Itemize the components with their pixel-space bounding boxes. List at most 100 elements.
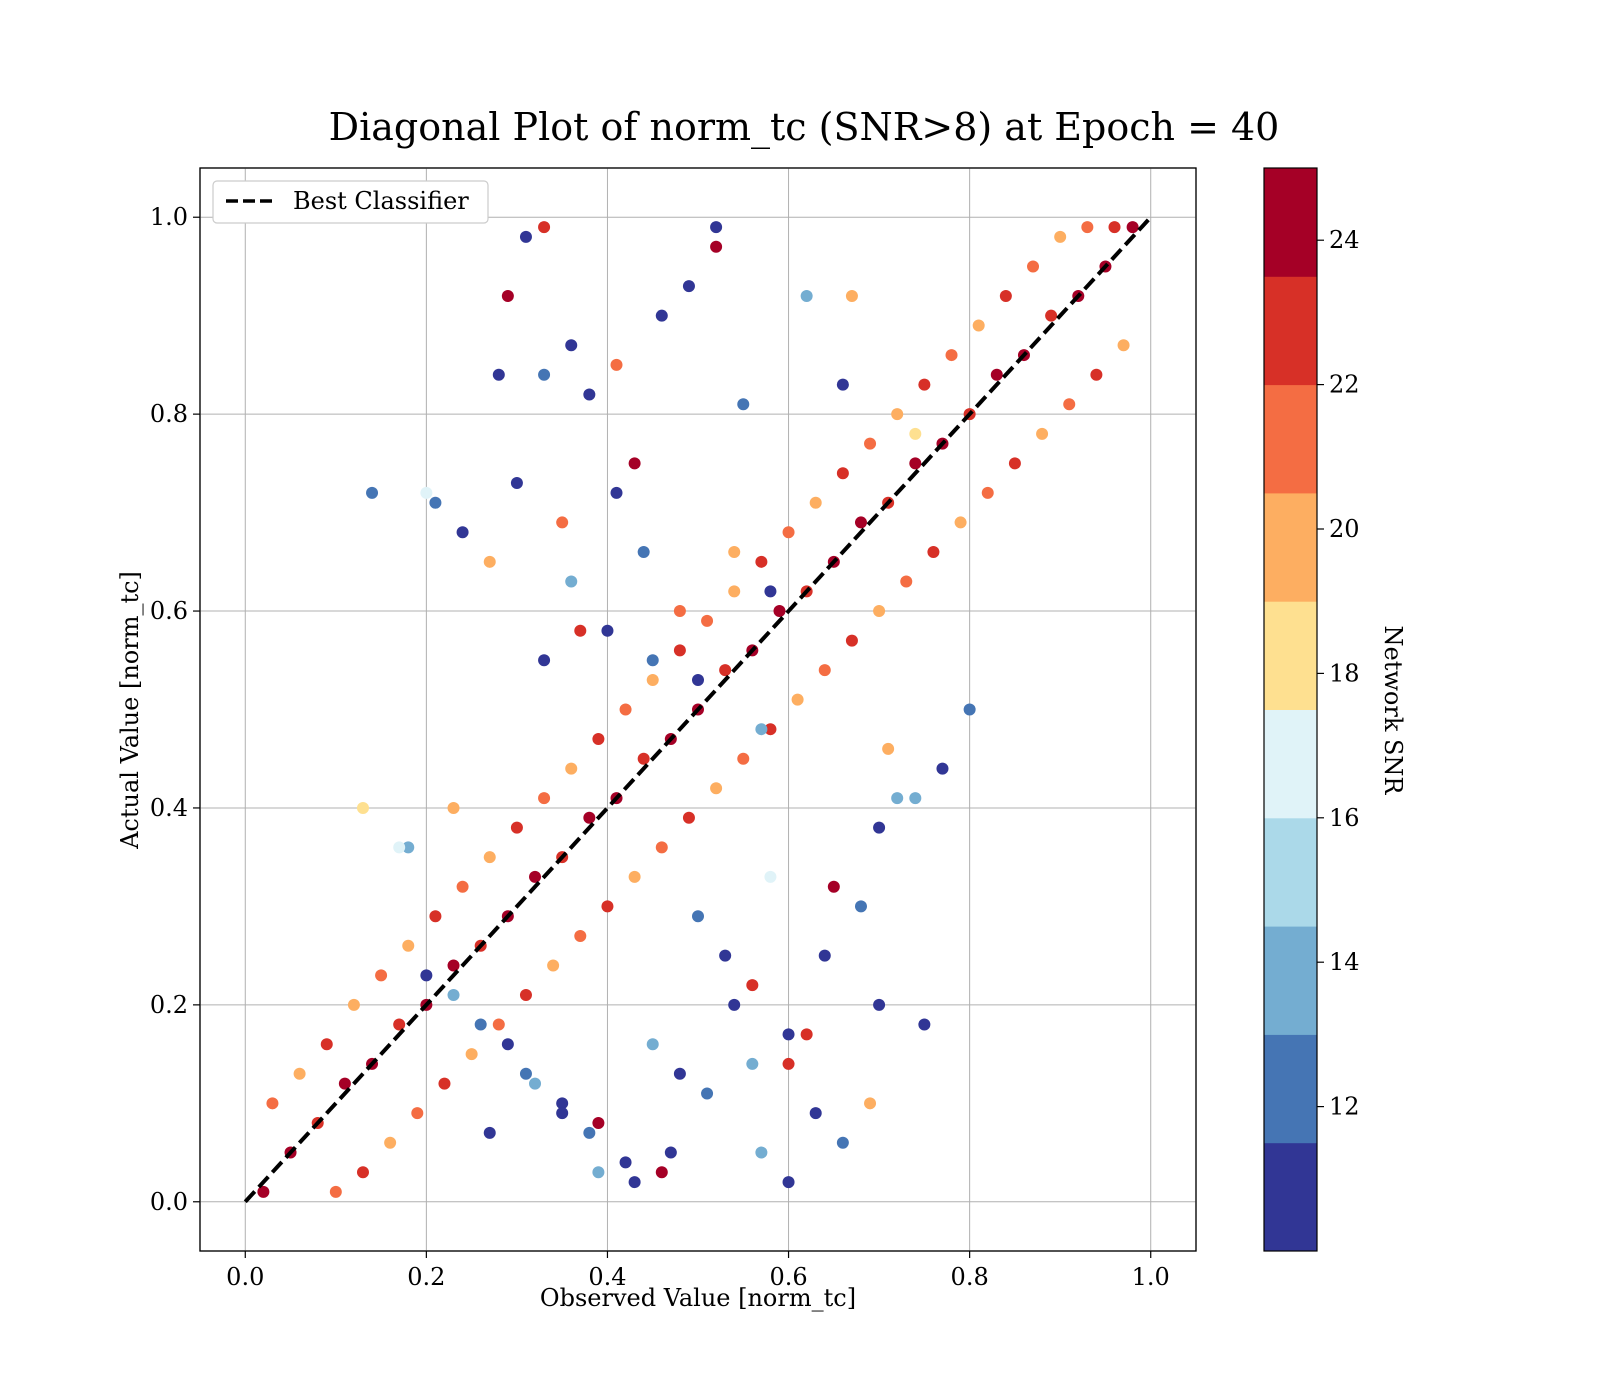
colorbar-tick-label: 20 xyxy=(1329,515,1360,543)
scatter-point xyxy=(818,664,831,677)
scatter-point xyxy=(836,378,849,391)
scatter-point xyxy=(474,1018,487,1031)
scatter-point xyxy=(918,1018,931,1031)
scatter-point xyxy=(519,230,532,243)
y-axis-label: Actual Value [norm_tc] xyxy=(116,571,144,850)
scatter-point xyxy=(764,870,777,883)
scatter-point xyxy=(909,457,922,470)
scatter-point xyxy=(692,673,704,686)
y-tick-label: 0.6 xyxy=(150,597,188,625)
scatter-point xyxy=(800,1028,813,1041)
scatter-point xyxy=(565,339,578,352)
scatter-point xyxy=(800,289,813,302)
scatter-point xyxy=(972,319,985,332)
scatter-point xyxy=(438,1077,451,1090)
x-tick-label: 1.0 xyxy=(1132,1263,1170,1291)
scatter-point xyxy=(592,733,605,746)
scatter-point xyxy=(338,1077,351,1090)
scatter-point xyxy=(646,673,659,686)
scatter-point xyxy=(538,221,551,234)
colorbar-ticks: 12 14 16 18 20 22 24 xyxy=(1317,226,1360,1121)
scatter-point xyxy=(384,1136,397,1149)
scatter-point xyxy=(619,1156,632,1169)
scatter-point xyxy=(701,614,714,627)
scatter-point xyxy=(864,1097,877,1110)
scatter-point xyxy=(1036,427,1049,440)
scatter-point xyxy=(682,280,695,293)
scatter-point xyxy=(393,1018,406,1031)
scatter-point xyxy=(845,634,858,647)
scatter-point xyxy=(565,575,578,588)
scatter-point xyxy=(710,240,723,253)
scatter-point xyxy=(619,703,632,716)
x-tick-label: 0.8 xyxy=(951,1263,989,1291)
scatter-point xyxy=(411,1107,424,1120)
scatter-point xyxy=(728,585,741,598)
scatter-point xyxy=(320,1038,333,1051)
scatter-point xyxy=(257,1185,270,1198)
scatter-point xyxy=(845,289,858,302)
scatter-point xyxy=(990,368,1003,381)
scatter-point xyxy=(556,1097,569,1110)
colorbar-segment xyxy=(1264,168,1317,277)
scatter-point xyxy=(601,900,614,913)
colorbar-segment xyxy=(1264,1034,1317,1144)
best-classifier-dashed-line xyxy=(243,215,1153,1204)
scatter-point xyxy=(891,792,904,805)
scatter-point xyxy=(556,516,569,529)
scatter-point xyxy=(746,1057,759,1070)
scatter-point xyxy=(782,1057,795,1070)
scatter-point xyxy=(746,979,759,992)
scatter-point xyxy=(664,1146,677,1159)
scatter-point xyxy=(610,486,623,499)
scatter-point xyxy=(402,841,415,854)
scatter-point xyxy=(574,624,587,637)
scatter-point xyxy=(918,378,931,391)
scatter-point xyxy=(836,467,849,480)
scatter-point xyxy=(755,723,768,736)
scatter-point xyxy=(1117,339,1130,352)
scatter-point xyxy=(737,752,750,765)
scatter-point xyxy=(936,762,949,775)
scatter-point xyxy=(366,486,379,499)
scatter-point xyxy=(266,1097,279,1110)
scatter-point xyxy=(981,486,994,499)
scatter-point xyxy=(420,486,433,499)
data-points xyxy=(257,221,1139,1198)
scatter-point xyxy=(809,496,822,509)
colorbar-tick-label: 22 xyxy=(1329,371,1360,399)
scatter-point xyxy=(628,1176,641,1189)
colorbar-tick-label: 14 xyxy=(1329,948,1360,976)
scatter-point xyxy=(483,555,496,568)
scatter-point xyxy=(447,959,460,972)
y-tick-label: 1.0 xyxy=(150,203,188,231)
y-axis-ticks: 0.0 0.2 0.4 0.6 0.8 1.0 xyxy=(150,203,200,1216)
x-tick-label: 0.6 xyxy=(769,1263,807,1291)
colorbar xyxy=(1263,167,1318,1252)
scatter-point xyxy=(610,358,623,371)
scatter-point xyxy=(655,1166,668,1179)
scatter-point xyxy=(755,1146,768,1159)
scatter-point xyxy=(501,1038,514,1051)
scatter-point xyxy=(791,693,804,706)
scatter-point xyxy=(637,545,650,558)
colorbar-segment xyxy=(1264,601,1317,710)
scatter-point xyxy=(1027,260,1040,273)
scatter-point xyxy=(999,289,1012,302)
scatter-point xyxy=(592,1117,605,1130)
scatter-point xyxy=(492,368,505,381)
scatter-point xyxy=(519,989,532,1002)
scatter-point xyxy=(1081,221,1094,234)
scatter-point xyxy=(1108,221,1121,234)
scatter-point xyxy=(538,368,551,381)
scatter-point xyxy=(755,555,768,568)
scatter-point xyxy=(356,1166,369,1179)
scatter-point xyxy=(1045,309,1058,322)
scatter-point xyxy=(673,644,686,657)
scatter-point xyxy=(456,526,469,539)
scatter-point xyxy=(710,221,723,234)
scatter-point xyxy=(782,526,795,539)
scatter-point xyxy=(1008,457,1021,470)
scatter-point xyxy=(873,998,886,1011)
scatter-point xyxy=(864,437,877,450)
